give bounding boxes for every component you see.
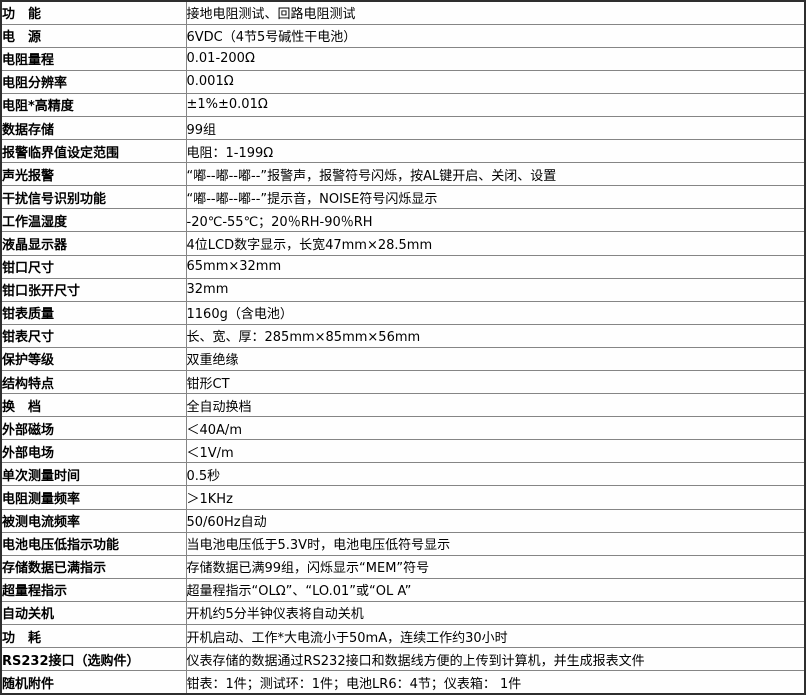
spec-label: 钳口尺寸 [0, 254, 187, 279]
table-row: 工作温湿度 -20℃-55℃；20％RH-90％RH [0, 208, 806, 233]
spec-label: 电阻*高精度 [0, 92, 187, 117]
spec-label: 电池电压低指示功能 [0, 531, 187, 556]
spec-label: 工作温湿度 [0, 208, 187, 233]
table-row: 随机附件 钳表：1件；测试环：1件；电池LR6：4节；仪表箱： 1件 [0, 670, 806, 695]
spec-value: ＞1KHz [185, 485, 806, 510]
table-row: 钳口张开尺寸 32mm [0, 277, 806, 302]
table-row: 单次测量时间 0.5秒 [0, 462, 806, 487]
spec-label: 自动关机 [0, 600, 187, 626]
spec-value: “嘟--嘟--嘟--”报警声，报警符号闪烁，按AL键开启、关闭、设置 [185, 162, 806, 187]
spec-label: 保护等级 [0, 346, 187, 372]
table-row: 电阻*高精度 ±1%±0.01Ω [0, 92, 806, 117]
table-row: 结构特点 钳形CT [0, 369, 806, 395]
spec-label: 电阻量程 [0, 46, 187, 71]
spec-value: 99组 [185, 115, 806, 141]
spec-value: 当电池电压低于5.3V时，电池电压低符号显示 [185, 531, 806, 556]
spec-value: 双重绝缘 [185, 346, 806, 372]
spec-value: 32mm [185, 277, 806, 302]
spec-value: ＜40A/m [185, 416, 806, 441]
spec-value: 开机约5分半钟仪表将自动关机 [185, 600, 806, 626]
spec-value: 钳形CT [185, 369, 806, 395]
spec-value: “嘟--嘟--嘟--”提示音，NOISE符号闪烁显示 [185, 185, 806, 210]
table-row: 电池电压低指示功能 当电池电压低于5.3V时，电池电压低符号显示 [0, 531, 806, 556]
table-row: 干扰信号识别功能 “嘟--嘟--嘟--”提示音，NOISE符号闪烁显示 [0, 185, 806, 210]
table-row: 电阻分辨率 0.001Ω [0, 69, 806, 94]
table-row: 电阻测量频率 ＞1KHz [0, 485, 806, 510]
spec-label: 报警临界值设定范围 [0, 139, 187, 164]
spec-value: 超量程指示“OLΩ”、“LO.01”或“OL A” [185, 577, 806, 602]
spec-label: 钳口张开尺寸 [0, 277, 187, 302]
spec-value: -20℃-55℃；20％RH-90％RH [185, 208, 806, 233]
table-row: 保护等级 双重绝缘 [0, 346, 806, 372]
spec-value: 接地电阻测试、回路电阻测试 [185, 0, 806, 25]
spec-label: 结构特点 [0, 369, 187, 395]
spec-label: RS232接口（选购件） [0, 647, 187, 672]
spec-label: 钳表尺寸 [0, 323, 187, 348]
spec-label: 功 耗 [0, 624, 187, 649]
spec-label: 单次测量时间 [0, 462, 187, 487]
spec-value: 开机启动、工作*大电流小于50mA，连续工作约30小时 [185, 624, 806, 649]
spec-value: 0.5秒 [185, 462, 806, 487]
spec-value: 存储数据已满99组，闪烁显示“MEM”符号 [185, 554, 806, 579]
table-row: 液晶显示器 4位LCD数字显示，长宽47mm×28.5mm [0, 231, 806, 256]
spec-label: 数据存储 [0, 115, 187, 141]
table-row: 声光报警 “嘟--嘟--嘟--”报警声，报警符号闪烁，按AL键开启、关闭、设置 [0, 162, 806, 187]
table-row: 报警临界值设定范围 电阻：1-199Ω [0, 139, 806, 164]
spec-label: 随机附件 [0, 670, 187, 695]
spec-value: 钳表：1件；测试环：1件；电池LR6：4节；仪表箱： 1件 [185, 670, 806, 695]
spec-value: 6VDC（4节5号碱性干电池） [185, 23, 806, 48]
table-row: 被测电流频率 50/60Hz自动 [0, 508, 806, 533]
spec-label: 换 档 [0, 393, 187, 418]
spec-label: 存储数据已满指示 [0, 554, 187, 579]
spec-label: 液晶显示器 [0, 231, 187, 256]
spec-label: 干扰信号识别功能 [0, 185, 187, 210]
spec-value: 50/60Hz自动 [185, 508, 806, 533]
spec-value: 65mm×32mm [185, 254, 806, 279]
table-row: 电 源 6VDC（4节5号碱性干电池） [0, 23, 806, 48]
spec-label: 外部电场 [0, 439, 187, 464]
spec-label: 声光报警 [0, 162, 187, 187]
table-row: 钳口尺寸 65mm×32mm [0, 254, 806, 279]
spec-label: 电阻测量频率 [0, 485, 187, 510]
table-row: 功 耗 开机启动、工作*大电流小于50mA，连续工作约30小时 [0, 624, 806, 649]
table-row: 数据存储 99组 [0, 115, 806, 141]
table-row: 自动关机 开机约5分半钟仪表将自动关机 [0, 600, 806, 626]
spec-label: 电阻分辨率 [0, 69, 187, 94]
spec-label: 钳表质量 [0, 300, 187, 325]
table-row: 钳表尺寸 长、宽、厚：285mm×85mm×56mm [0, 323, 806, 348]
table-row: 功 能 接地电阻测试、回路电阻测试 [0, 0, 806, 25]
table-row: 电阻量程 0.01-200Ω [0, 46, 806, 71]
spec-value: 0.01-200Ω [185, 46, 806, 71]
spec-value: 0.001Ω [185, 69, 806, 94]
spec-label: 电 源 [0, 23, 187, 48]
spec-value: 电阻：1-199Ω [185, 139, 806, 164]
table-row: 外部磁场 ＜40A/m [0, 416, 806, 441]
table-row: 外部电场 ＜1V/m [0, 439, 806, 464]
spec-label: 外部磁场 [0, 416, 187, 441]
table-row: 钳表质量 1160g（含电池） [0, 300, 806, 325]
table-row: 换 档 全自动换档 [0, 393, 806, 418]
table-row: RS232接口（选购件） 仪表存储的数据通过RS232接口和数据线方便的上传到计… [0, 647, 806, 672]
spec-value: 1160g（含电池） [185, 300, 806, 325]
spec-value: 仪表存储的数据通过RS232接口和数据线方便的上传到计算机，并生成报表文件 [185, 647, 806, 672]
spec-value: 全自动换档 [185, 393, 806, 418]
spec-value: 4位LCD数字显示，长宽47mm×28.5mm [185, 231, 806, 256]
spec-label: 功 能 [0, 0, 187, 25]
spec-value: 长、宽、厚：285mm×85mm×56mm [185, 323, 806, 348]
table-row: 存储数据已满指示 存储数据已满99组，闪烁显示“MEM”符号 [0, 554, 806, 579]
spec-label: 超量程指示 [0, 577, 187, 602]
spec-value: ±1%±0.01Ω [185, 92, 806, 117]
table-row: 超量程指示 超量程指示“OLΩ”、“LO.01”或“OL A” [0, 577, 806, 602]
spec-value: ＜1V/m [185, 439, 806, 464]
spec-label: 被测电流频率 [0, 508, 187, 533]
